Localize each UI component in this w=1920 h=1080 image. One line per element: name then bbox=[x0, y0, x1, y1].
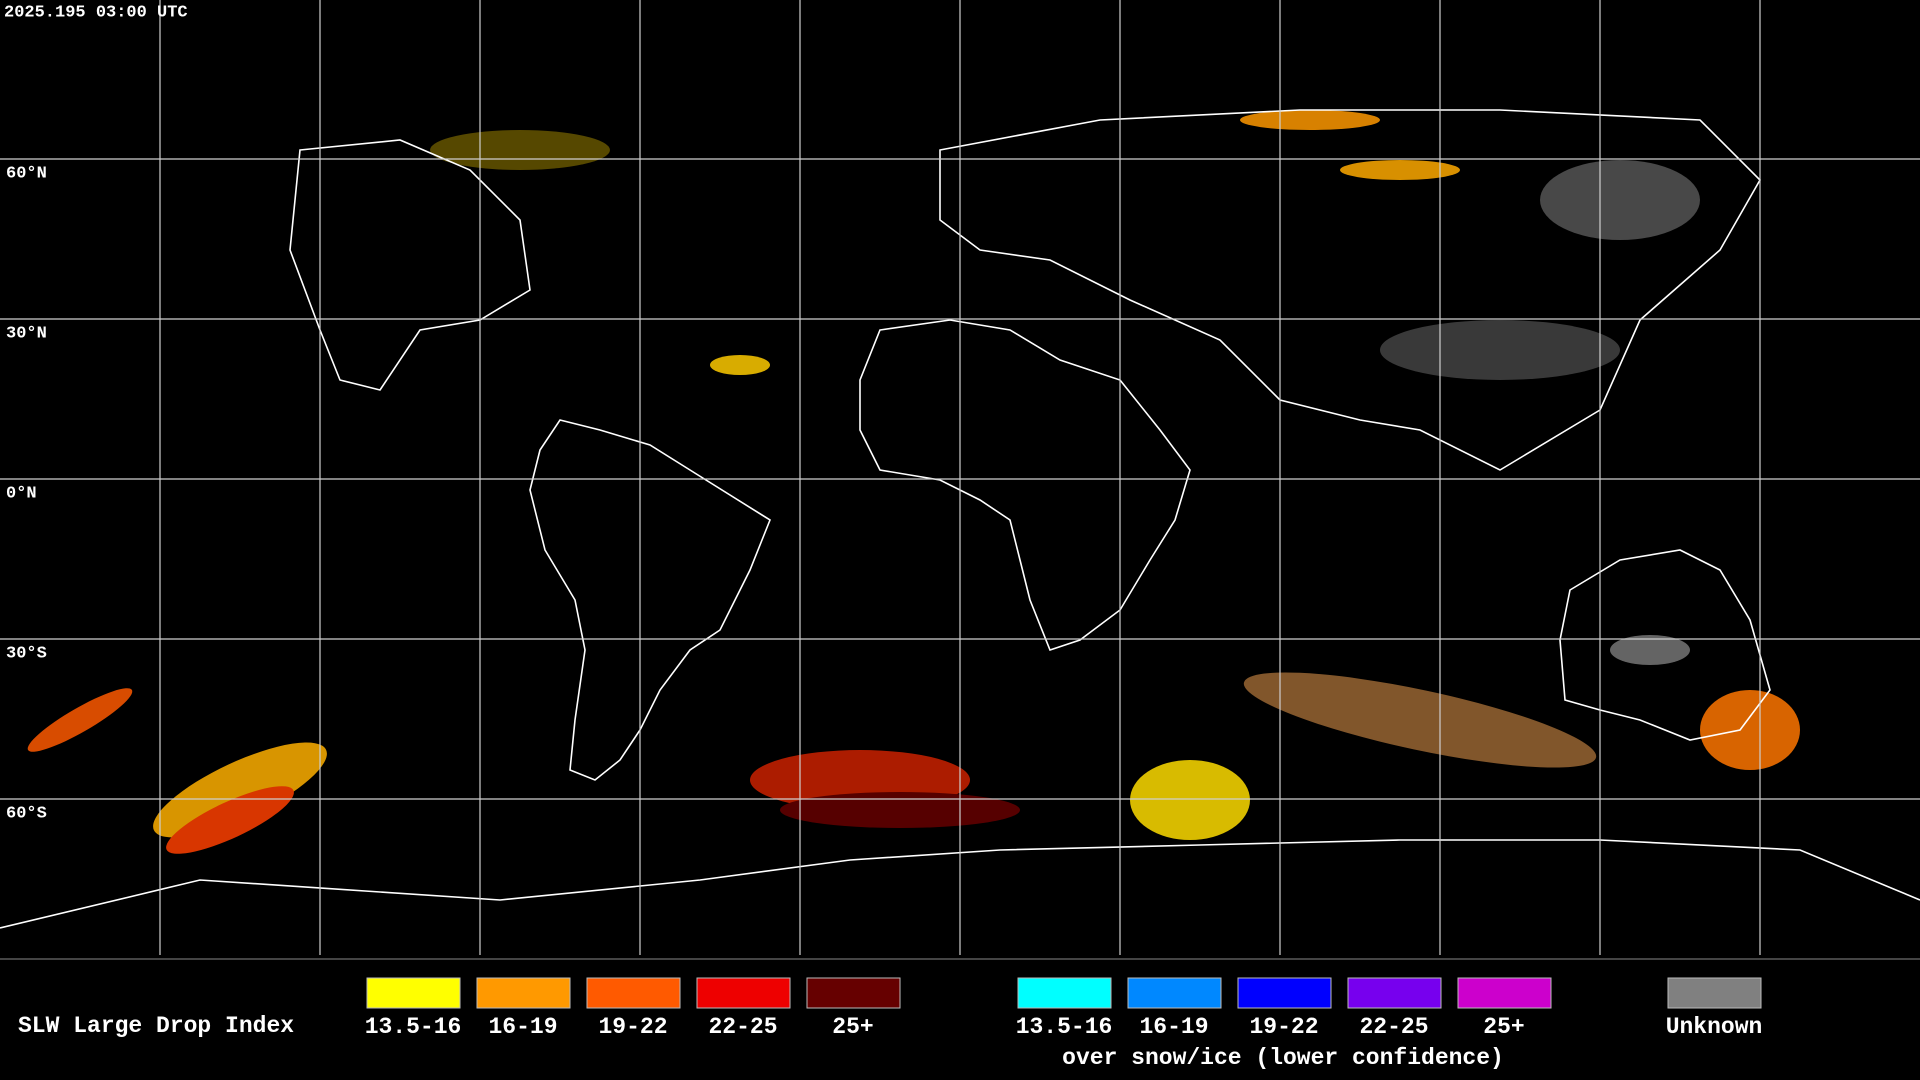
map bbox=[0, 0, 1920, 955]
legend-swatch bbox=[1347, 977, 1442, 1009]
timestamp: 2025.195 03:00 UTC bbox=[4, 3, 188, 22]
legend-label: 25+ bbox=[832, 1014, 873, 1040]
legend-swatch bbox=[1457, 977, 1552, 1009]
legend-label: 13.5-16 bbox=[1016, 1014, 1113, 1040]
graticule bbox=[0, 0, 1920, 955]
legend-swatch bbox=[696, 977, 791, 1009]
legend-swatch bbox=[1667, 977, 1762, 1009]
legend-swatch bbox=[1237, 977, 1332, 1009]
latitude-label: 0°N bbox=[6, 484, 37, 503]
legend-label: 22-25 bbox=[708, 1014, 777, 1040]
legend-swatch bbox=[476, 977, 571, 1009]
legend-label: Unknown bbox=[1666, 1014, 1763, 1040]
cloud-fields bbox=[27, 110, 1800, 854]
coastlines bbox=[0, 109, 1920, 929]
legend-label: 19-22 bbox=[1249, 1014, 1318, 1040]
legend-label: 16-19 bbox=[1139, 1014, 1208, 1040]
latitude-label: 60°N bbox=[6, 164, 47, 183]
legend-label: 13.5-16 bbox=[365, 1014, 462, 1040]
legend-label: 22-25 bbox=[1359, 1014, 1428, 1040]
legend-label: 19-22 bbox=[598, 1014, 667, 1040]
latitude-label: 60°S bbox=[6, 804, 47, 823]
legend-label: 25+ bbox=[1483, 1014, 1524, 1040]
legend-swatch bbox=[1127, 977, 1222, 1009]
legend: SLW Large Drop Index 13.5-16 16-19 19-22 22… bbox=[18, 977, 1763, 1071]
legend-swatch bbox=[1017, 977, 1112, 1009]
latitude-label: 30°N bbox=[6, 324, 47, 343]
latitude-label: 30°S bbox=[6, 644, 47, 663]
legend-swatch bbox=[806, 977, 901, 1009]
legend-swatch bbox=[586, 977, 681, 1009]
legend-swatch bbox=[366, 977, 461, 1009]
legend-caption: over snow/ice (lower confidence) bbox=[1062, 1045, 1504, 1071]
legend-label: 16-19 bbox=[488, 1014, 557, 1040]
legend-title: SLW Large Drop Index bbox=[18, 1013, 294, 1039]
